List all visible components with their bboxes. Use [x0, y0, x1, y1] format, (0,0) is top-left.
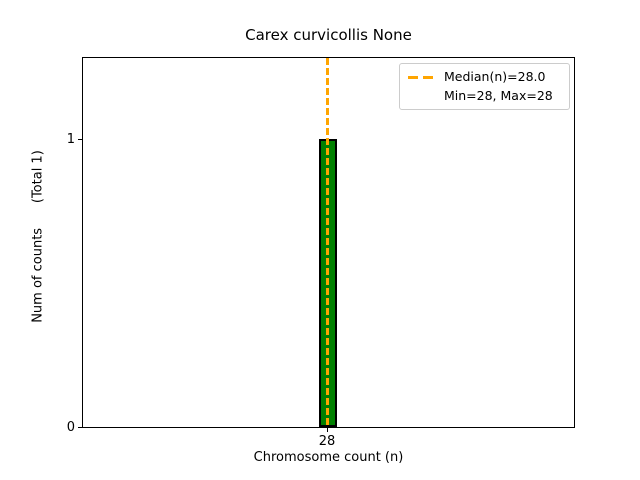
- xtick-label-28: 28: [318, 434, 336, 449]
- legend-entry-minmax: Min=28, Max=28: [444, 88, 553, 103]
- xtick-mark-28: [327, 428, 328, 432]
- x-axis-label: Chromosome count (n): [253, 450, 404, 465]
- chart-title: Carex curvicollis None: [245, 26, 412, 44]
- ytick-label-0: 0: [66, 420, 75, 435]
- ytick-mark-1: [78, 139, 82, 140]
- y-axis-label: Num of counts (Total 1): [30, 150, 46, 323]
- median-line-legend-sample-icon: [408, 75, 435, 79]
- legend-entry-median: Median(n)=28.0: [444, 69, 546, 84]
- median-line: [326, 58, 329, 427]
- ytick-mark-0: [78, 427, 82, 428]
- legend: Median(n)=28.0 Min=28, Max=28: [399, 63, 570, 110]
- ytick-label-1: 1: [66, 132, 75, 147]
- plot-area: Median(n)=28.0 Min=28, Max=28: [82, 57, 575, 428]
